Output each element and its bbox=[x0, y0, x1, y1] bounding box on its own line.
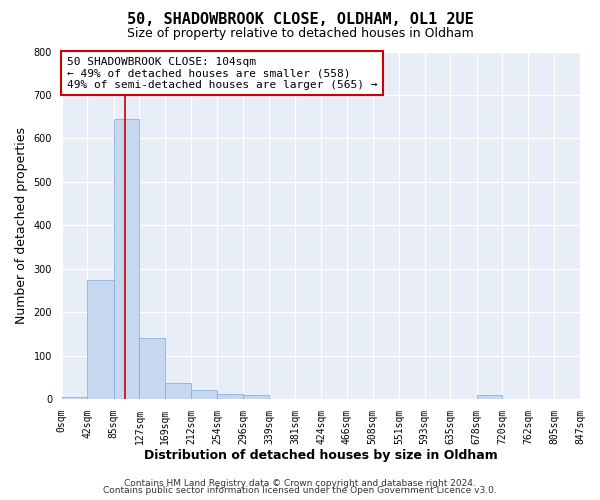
Text: Contains public sector information licensed under the Open Government Licence v3: Contains public sector information licen… bbox=[103, 486, 497, 495]
Text: Size of property relative to detached houses in Oldham: Size of property relative to detached ho… bbox=[127, 28, 473, 40]
Bar bbox=[165, 383, 191, 399]
Text: 50, SHADOWBROOK CLOSE, OLDHAM, OL1 2UE: 50, SHADOWBROOK CLOSE, OLDHAM, OL1 2UE bbox=[127, 12, 473, 28]
Y-axis label: Number of detached properties: Number of detached properties bbox=[15, 126, 28, 324]
Bar bbox=[243, 396, 269, 399]
Bar bbox=[191, 390, 217, 399]
Bar bbox=[476, 396, 502, 399]
Bar bbox=[62, 397, 88, 399]
Bar bbox=[217, 394, 243, 399]
Bar bbox=[139, 338, 165, 399]
Bar bbox=[88, 280, 114, 399]
Text: Contains HM Land Registry data © Crown copyright and database right 2024.: Contains HM Land Registry data © Crown c… bbox=[124, 478, 476, 488]
Bar bbox=[114, 119, 139, 399]
Text: 50 SHADOWBROOK CLOSE: 104sqm
← 49% of detached houses are smaller (558)
49% of s: 50 SHADOWBROOK CLOSE: 104sqm ← 49% of de… bbox=[67, 56, 377, 90]
X-axis label: Distribution of detached houses by size in Oldham: Distribution of detached houses by size … bbox=[144, 450, 498, 462]
